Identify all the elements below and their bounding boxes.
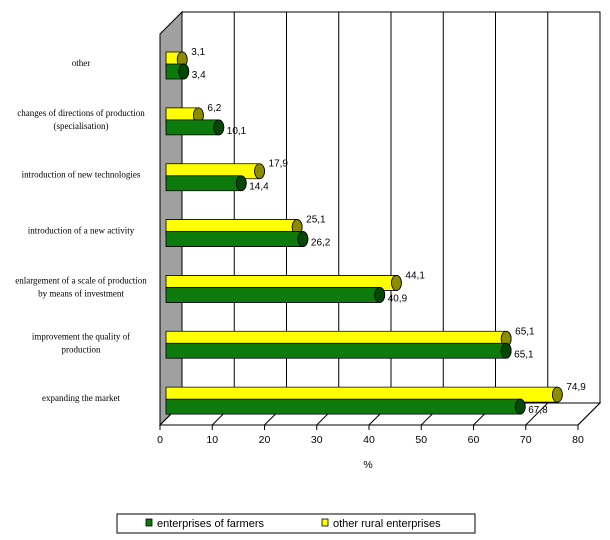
x-tick-label: 30 xyxy=(311,434,323,446)
data-label: 65,1 xyxy=(515,326,535,337)
legend-box xyxy=(116,513,476,534)
bar-other-rural-enterprises xyxy=(165,107,204,124)
bars xyxy=(165,51,563,415)
category-label: by means of investment xyxy=(38,288,124,298)
bar-enterprises-of-farmers xyxy=(165,231,309,247)
bar-enterprises-of-farmers xyxy=(165,175,247,192)
bar-enterprises-of-farmers xyxy=(165,342,512,359)
data-label: 25,1 xyxy=(306,215,326,226)
data-label: 10,1 xyxy=(227,126,247,137)
data-label: 40,9 xyxy=(388,293,408,304)
category-label: changes of directions of production xyxy=(17,108,145,118)
value-labels: 3,1 3,4 6,2 10,1 17,9 14,4 25,1 26,2 44,1 40,9 65,… xyxy=(191,47,586,416)
legend-label: enterprises of farmers xyxy=(157,518,264,530)
chart-walls xyxy=(158,10,602,427)
category-labels: other changes of directions of production… xyxy=(15,58,147,403)
x-tick-label: 40 xyxy=(363,434,375,446)
data-label: 3,4 xyxy=(192,70,206,81)
legend-label: other rural enterprises xyxy=(333,518,441,530)
category-label: improvement the quality of xyxy=(32,331,130,341)
x-tick-label: 80 xyxy=(572,434,584,446)
category-label: (specialisation) xyxy=(54,121,109,131)
category-label: other xyxy=(72,58,91,68)
bar-enterprises-of-farmers xyxy=(165,63,190,80)
category-label: enlargement of a scale of production xyxy=(15,275,147,285)
floor-gridline xyxy=(577,402,601,426)
category-label: introduction of new technologies xyxy=(22,170,141,180)
bar-other-rural-enterprises xyxy=(165,386,563,403)
data-label: 6,2 xyxy=(207,103,221,114)
floor-gridline xyxy=(525,402,549,426)
category-label: introduction of a new activity xyxy=(28,226,135,236)
data-label: 74,9 xyxy=(566,382,586,393)
legend: enterprises of farmers other rural enterp… xyxy=(116,513,476,534)
data-label: 14,4 xyxy=(249,182,269,193)
bar-other-rural-enterprises xyxy=(165,163,265,180)
bar-other-rural-enterprises xyxy=(165,51,188,68)
x-axis-title: % xyxy=(363,459,372,471)
legend-swatch xyxy=(321,518,329,527)
bar-enterprises-of-farmers xyxy=(165,119,225,136)
bar-other-rural-enterprises xyxy=(165,275,402,291)
x-tick-label: 20 xyxy=(259,434,271,446)
data-label: 3,1 xyxy=(191,47,205,58)
bar-enterprises-of-farmers xyxy=(165,287,386,303)
data-label: 67,8 xyxy=(528,405,548,416)
data-label: 65,1 xyxy=(514,349,534,360)
x-tick-label: 70 xyxy=(520,434,532,446)
bar-enterprises-of-farmers xyxy=(165,398,526,415)
x-tick-label: 0 xyxy=(157,434,163,446)
data-label: 17,9 xyxy=(269,159,289,170)
legend-swatch xyxy=(145,518,153,527)
x-axis: 0 10 20 30 40 50 60 70 80 xyxy=(157,425,584,446)
data-label: 26,2 xyxy=(311,238,331,249)
x-tick-label: 10 xyxy=(206,434,218,446)
category-label: production xyxy=(62,344,101,354)
category-label: expanding the market xyxy=(42,393,120,403)
x-tick-label: 60 xyxy=(468,434,480,446)
data-label: 44,1 xyxy=(405,270,425,281)
x-tick-label: 50 xyxy=(415,434,427,446)
